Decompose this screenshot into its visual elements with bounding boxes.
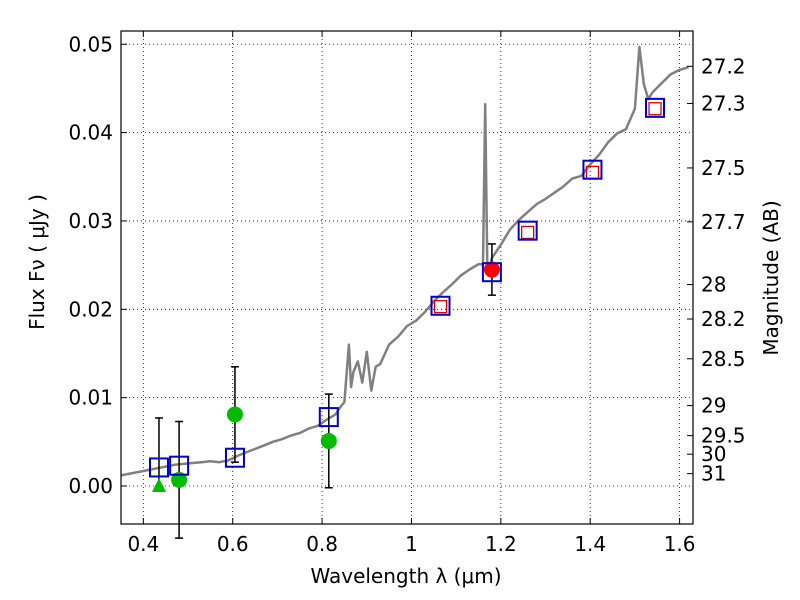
x-tick-label: 1.2 xyxy=(485,532,517,556)
model-point xyxy=(148,457,169,478)
y-axis-right-title: Magnitude (AB) xyxy=(759,200,783,355)
magnitude-tick-label: 30 xyxy=(701,442,726,466)
y-tick-label: 0.02 xyxy=(68,297,113,321)
magnitude-tick-label: 28.2 xyxy=(701,307,746,331)
magnitude-tick-label: 27.3 xyxy=(701,91,746,115)
x-tick-label: 1.4 xyxy=(574,532,606,556)
x-axis-title: Wavelength λ (μm) xyxy=(310,564,501,588)
y-tick-label: 0.03 xyxy=(68,209,113,233)
magnitude-tick-label: 31 xyxy=(701,462,726,486)
limit-point xyxy=(226,406,243,423)
y-tick-label: 0.00 xyxy=(68,474,113,498)
model-point xyxy=(645,97,666,118)
magnitude-tick-label: 27.2 xyxy=(701,54,746,78)
magnitude-tick-label: 28.5 xyxy=(701,347,746,371)
y-tick-label: 0.01 xyxy=(68,386,113,410)
x-tick-label: 1 xyxy=(405,532,418,556)
ticks-layer: 0.4 0.6 0.8 1 1.2 1.4 1.6 0.00 0.01 0.02 0.03 0.04 0… xyxy=(68,31,746,556)
y-tick-label: 0.04 xyxy=(68,121,113,145)
model-point xyxy=(430,295,451,316)
magnitude-tick-label: 28 xyxy=(701,273,726,297)
spectrum-layer xyxy=(120,45,689,477)
markers-layer xyxy=(148,97,666,539)
spectrum-line xyxy=(120,45,689,477)
x-tick-label: 0.4 xyxy=(127,532,159,556)
model-point xyxy=(224,447,245,468)
observed-point xyxy=(648,102,662,116)
grid xyxy=(121,31,693,524)
model-point xyxy=(169,455,190,476)
detection-point xyxy=(483,261,500,278)
nondetection-point xyxy=(151,478,166,493)
limit-point xyxy=(320,432,337,449)
y-axis-title: Flux Fν ( μJy ) xyxy=(25,194,49,330)
model-point xyxy=(582,159,603,180)
observed-point xyxy=(521,225,535,240)
observed-point xyxy=(433,300,448,314)
model-point xyxy=(517,220,538,241)
x-tick-label: 0.8 xyxy=(306,532,338,556)
magnitude-tick-label: 27.7 xyxy=(701,210,746,234)
model-point xyxy=(481,262,502,283)
magnitude-tick-label: 27.5 xyxy=(701,156,746,180)
x-tick-label: 0.6 xyxy=(217,532,249,556)
x-tick-label: 1.6 xyxy=(664,532,696,556)
magnitude-tick-label: 29 xyxy=(701,394,726,418)
plot-frame xyxy=(120,30,694,525)
model-point xyxy=(318,407,339,428)
limit-point xyxy=(171,471,188,488)
y-tick-label: 0.05 xyxy=(68,32,113,56)
magnitude-tick-label: 29.5 xyxy=(701,424,746,448)
